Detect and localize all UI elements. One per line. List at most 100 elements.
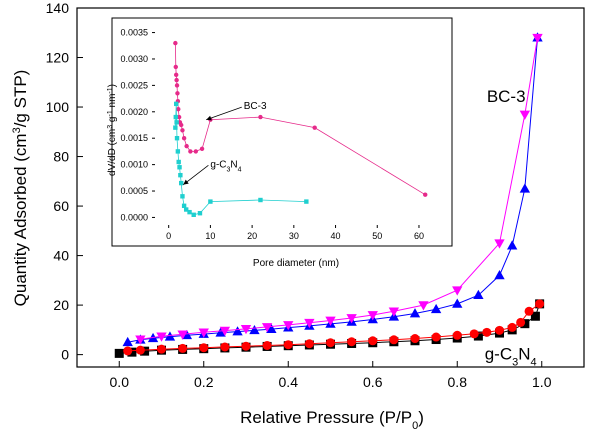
x-axis-title-text: Relative Pressure (P/P (240, 408, 412, 427)
inset-y-axis-title-sup3: -1 (107, 87, 114, 93)
data-point (180, 128, 185, 133)
data-point (473, 331, 483, 341)
inset-series-group (173, 40, 428, 217)
series-label-gc3n4-sub1: 3 (512, 357, 518, 369)
inset-y-axis-title-mid: g (107, 117, 118, 125)
y-tick-label: 100 (46, 99, 70, 115)
data-point (191, 212, 196, 217)
data-point (524, 306, 534, 316)
data-point (262, 340, 272, 350)
inset-label-gc3n4-mid: N (230, 159, 237, 170)
data-point (507, 322, 517, 332)
data-point (452, 286, 463, 296)
data-point (173, 40, 178, 46)
x-tick-label: 10 (205, 231, 215, 241)
data-point (519, 183, 531, 193)
inset-arrow-gc3n4 (183, 164, 209, 186)
data-point (232, 326, 243, 336)
data-point (173, 101, 179, 107)
y-tick-label: 60 (53, 198, 69, 214)
data-point (532, 33, 543, 44)
x-tick-label: 50 (372, 231, 382, 241)
data-point (258, 114, 263, 120)
x-tick-label: 0.8 (448, 374, 468, 390)
y-tick-label: 0.0030 (120, 54, 148, 64)
inset-label-gc3n4-sub1: 3 (227, 166, 231, 173)
data-point (346, 314, 357, 324)
data-point (423, 192, 428, 197)
inset-plot-background (111, 17, 453, 247)
data-point (519, 110, 531, 120)
x-tick-label: 30 (289, 231, 299, 241)
series-bc-3-desorption (135, 33, 543, 345)
data-point (261, 323, 273, 333)
inset-y-axis-title: dV/dD (cm3 g-1 nm-1) (107, 84, 119, 176)
x-tick-label: 1.0 (532, 374, 552, 390)
data-point (199, 343, 209, 353)
data-point (304, 199, 309, 204)
data-point (173, 72, 179, 78)
data-point (181, 136, 187, 141)
data-point (173, 114, 178, 120)
data-point (473, 289, 484, 300)
x-axis-title-close: ) (418, 408, 424, 427)
data-point (135, 345, 145, 355)
data-point (157, 344, 166, 354)
data-point (494, 239, 505, 249)
x-tick-label: 0.2 (194, 374, 214, 390)
data-point (176, 114, 182, 120)
inset-arrowhead-gc3n4 (183, 179, 189, 185)
inset-arrowhead-bc3 (206, 115, 212, 121)
y-axis-title: Quantity Adsorbed (cm3/g STP) (11, 70, 30, 307)
data-point (174, 77, 179, 83)
series-bc-3 (173, 40, 428, 197)
data-point (283, 321, 294, 331)
inset-axis-ticks: 0 10 20 30 40 50 60 0.0000 0.0005 0.0010 0.0015 0.0… (120, 28, 424, 241)
data-point (197, 211, 203, 216)
data-point (123, 346, 133, 356)
y-axis-title-rest: /g STP) (11, 70, 30, 128)
data-point (180, 194, 185, 199)
series-g-c3n4 (173, 101, 309, 217)
data-point (181, 203, 187, 209)
data-point (325, 316, 336, 326)
x-axis-title-sub: 0 (412, 420, 418, 432)
inset-series-label-bc3: BC-3 (244, 101, 267, 112)
main-plot-frame (76, 7, 585, 368)
data-point (452, 298, 463, 308)
x-axis-title: Relative Pressure (P/P0) (240, 408, 424, 432)
data-point (199, 146, 205, 151)
data-point (188, 149, 193, 154)
data-point (389, 335, 399, 345)
inset-y-axis-title-mid2: nm (107, 94, 118, 111)
data-point (215, 327, 226, 337)
data-point (208, 199, 213, 204)
inset-y-axis-title-sup1: 3 (107, 125, 114, 129)
data-point (241, 341, 251, 351)
data-point (367, 311, 378, 321)
y-tick-label: 0.0020 (120, 107, 148, 117)
data-point (494, 269, 505, 280)
data-point (495, 325, 504, 335)
inset-y-axis-title-sup2: -1 (107, 110, 114, 116)
data-point (178, 343, 188, 353)
y-tick-label: 0.0035 (120, 28, 148, 38)
y-tick-label: 0.0010 (120, 160, 148, 170)
series-label-gc3n4-mid: N (518, 345, 530, 364)
inset-annotations: BC-3 g-C3N4 (183, 101, 267, 186)
data-point (178, 172, 183, 178)
inset-label-gc3n4-main: g-C (210, 159, 226, 170)
inset-arrow-bc3 (206, 106, 242, 121)
data-point (266, 323, 277, 333)
data-point (179, 180, 184, 186)
data-point (173, 125, 178, 130)
data-point (193, 149, 198, 154)
x-tick-label: 0.0 (110, 374, 130, 390)
inset-y-axis-title-close: ) (107, 84, 118, 87)
data-point (135, 335, 146, 345)
data-point (156, 332, 167, 342)
inset-x-axis-title: Pore diameter (nm) (253, 258, 339, 269)
inset-label-gc3n4-sub2: 4 (238, 166, 242, 173)
